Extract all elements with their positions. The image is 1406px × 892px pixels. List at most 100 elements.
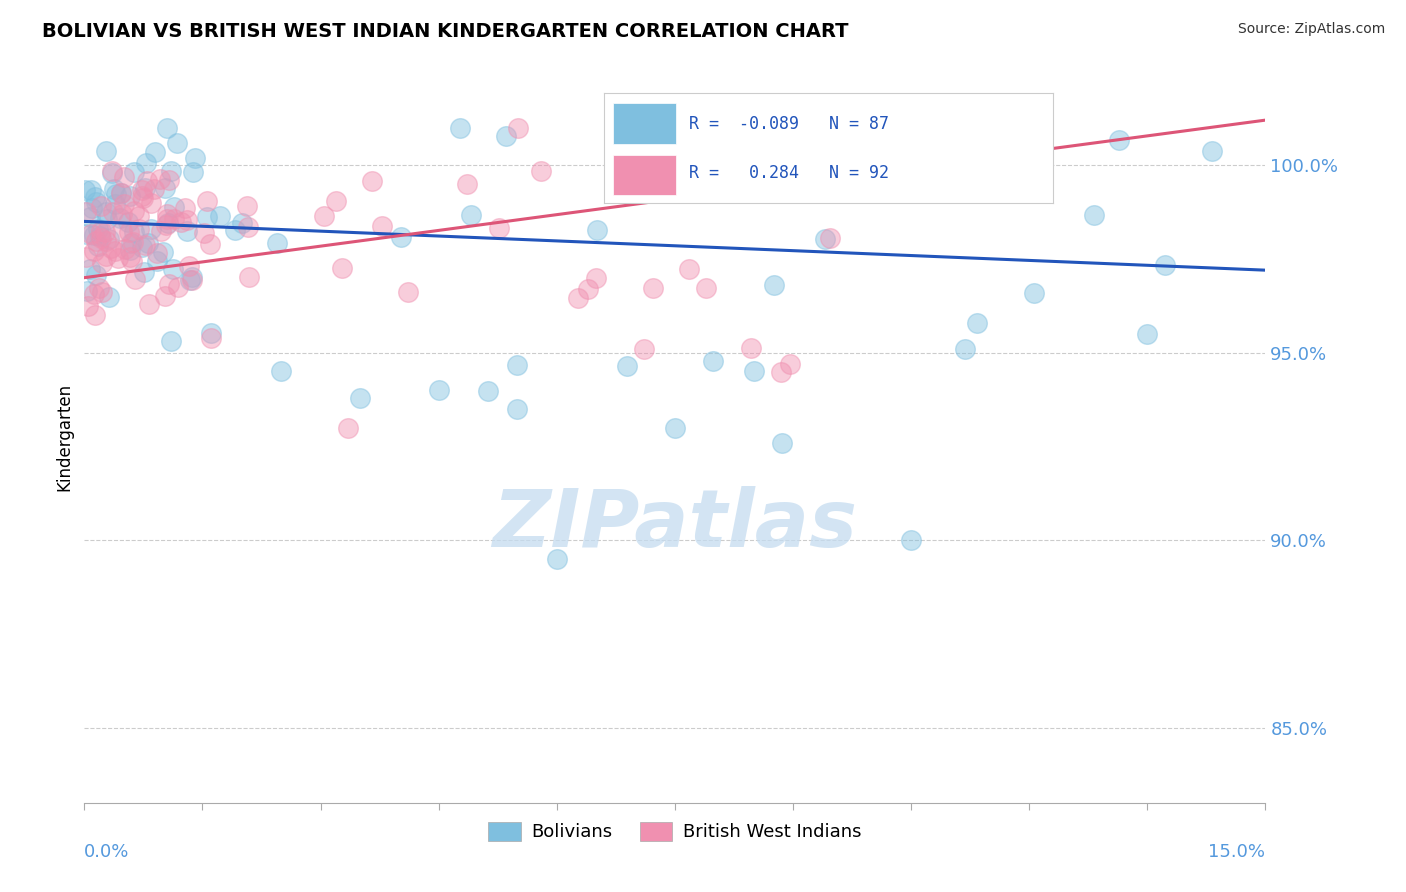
Point (110, 186, 132, 201)
Point (124, 225, 146, 239)
Point (79, 262, 101, 277)
Point (139, 222, 162, 236)
Point (157, 277, 180, 292)
Point (90, 199, 112, 213)
Point (108, 211, 131, 225)
Point (84, 308, 107, 322)
Point (122, 204, 145, 219)
Point (763, 278, 786, 293)
Point (122, 165, 145, 179)
Point (742, 364, 765, 378)
Point (90, 231, 112, 245)
Point (118, 244, 141, 258)
Point (330, 260, 353, 275)
Point (576, 282, 599, 296)
Point (155, 288, 177, 302)
Point (236, 199, 259, 213)
Point (160, 164, 183, 178)
Point (176, 213, 198, 227)
Point (75, 227, 97, 242)
Point (193, 226, 215, 240)
Point (314, 209, 336, 223)
Point (506, 358, 529, 372)
Point (84, 234, 107, 248)
Point (118, 225, 141, 239)
Point (389, 230, 412, 244)
Point (128, 222, 150, 236)
Point (638, 120, 661, 135)
Point (90, 224, 112, 238)
Point (176, 224, 198, 238)
Point (163, 200, 186, 214)
Point (195, 211, 218, 225)
Legend: Bolivians, British West Indians: Bolivians, British West Indians (481, 814, 869, 848)
Point (146, 254, 169, 268)
Point (181, 165, 204, 179)
Point (396, 285, 419, 300)
Point (797, 136, 820, 150)
Point (131, 184, 153, 198)
Point (136, 174, 159, 188)
Point (195, 194, 218, 208)
Point (585, 271, 607, 285)
Point (456, 177, 478, 191)
Point (103, 205, 125, 219)
Point (77, 299, 100, 313)
Point (111, 224, 134, 238)
Text: Source: ZipAtlas.com: Source: ZipAtlas.com (1237, 22, 1385, 37)
Point (83, 286, 105, 301)
Point (508, 120, 530, 135)
Point (143, 181, 166, 195)
Point (104, 196, 127, 211)
Point (427, 383, 450, 397)
Point (238, 270, 260, 285)
Point (131, 189, 153, 203)
Point (111, 207, 134, 221)
Point (966, 316, 988, 330)
Point (103, 182, 125, 196)
Point (156, 212, 179, 227)
Point (349, 391, 371, 405)
Point (633, 342, 655, 356)
Point (132, 265, 155, 279)
Point (153, 181, 176, 195)
Point (120, 236, 142, 251)
Point (83, 190, 105, 204)
Point (664, 420, 686, 434)
Point (132, 191, 155, 205)
Point (181, 269, 204, 284)
Point (101, 164, 124, 178)
Point (96, 204, 118, 219)
Point (1136, 326, 1159, 341)
Point (702, 354, 724, 368)
Point (135, 156, 157, 170)
Point (820, 230, 842, 244)
Point (97, 231, 120, 245)
Point (266, 235, 288, 250)
Point (124, 272, 146, 286)
Point (361, 174, 384, 188)
Point (477, 384, 499, 398)
Point (695, 281, 717, 295)
Point (94, 225, 117, 239)
Point (96, 211, 118, 226)
Point (128, 209, 150, 223)
Point (166, 136, 188, 150)
Point (141, 195, 163, 210)
Point (83, 228, 105, 243)
Text: BOLIVIAN VS BRITISH WEST INDIAN KINDERGARTEN CORRELATION CHART: BOLIVIAN VS BRITISH WEST INDIAN KINDERGA… (42, 22, 849, 41)
Point (460, 208, 482, 222)
Point (224, 223, 246, 237)
Point (84, 195, 107, 210)
Point (104, 187, 127, 202)
Point (90, 285, 112, 299)
Point (1024, 285, 1046, 300)
Point (1108, 133, 1130, 147)
Point (96, 234, 118, 248)
Point (170, 215, 193, 229)
Point (76, 284, 98, 298)
Point (200, 331, 222, 345)
Y-axis label: Kindergarten: Kindergarten (55, 383, 73, 491)
Point (616, 359, 638, 374)
Point (79, 183, 101, 197)
